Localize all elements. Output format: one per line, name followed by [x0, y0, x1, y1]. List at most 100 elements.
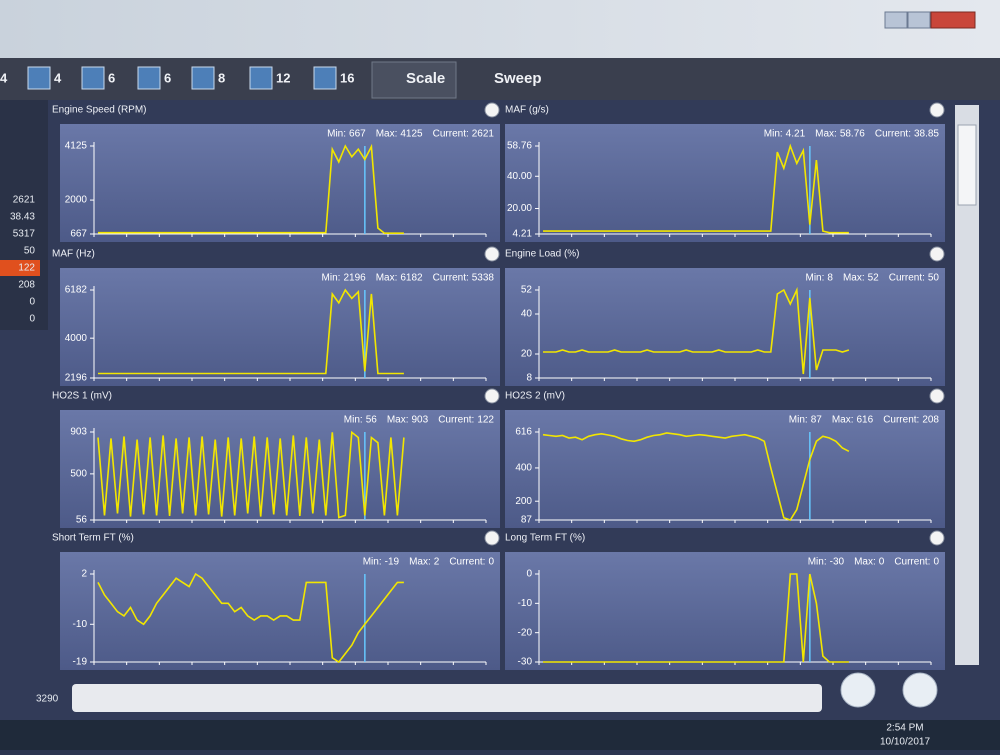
trace [543, 286, 850, 375]
stat-label: Current: [433, 273, 469, 284]
y-tick-label: 40.00 [507, 171, 532, 182]
y-tick-label: 2000 [65, 195, 88, 206]
y-tick-label: 4000 [65, 333, 88, 344]
y-tick-label: 20.00 [507, 203, 532, 214]
y-tick-label: 40 [521, 309, 533, 320]
stat-label: Max: [854, 557, 876, 568]
stat-label: Min: [344, 415, 363, 426]
toolbar-label: 8 [218, 70, 225, 85]
chart-title: MAF (g/s) [505, 105, 549, 116]
y-tick-label: 8 [526, 373, 532, 384]
trace [542, 432, 850, 521]
chart-title: Long Term FT (%) [505, 533, 585, 544]
stat-label: Min: [363, 557, 382, 568]
stat-label: Current: [433, 129, 469, 140]
chart-options[interactable] [929, 102, 945, 118]
scroll-thumb[interactable] [957, 124, 977, 206]
side-value: 38.43 [10, 212, 35, 223]
y-tick-label: 2 [81, 569, 87, 580]
y-tick-label: 4125 [65, 141, 88, 152]
minimize-button[interactable] [884, 11, 908, 29]
toolbar-label: Scale [406, 70, 445, 87]
stat-value: 0 [488, 557, 494, 568]
y-tick-label: -20 [518, 627, 533, 638]
stat-label: Min: [808, 557, 827, 568]
chart-options[interactable] [929, 530, 945, 546]
stat-value: -19 [385, 557, 400, 568]
y-tick-label: 400 [515, 463, 532, 474]
layout-icon[interactable] [191, 66, 215, 90]
trace [98, 143, 404, 234]
stat-value: 6182 [400, 273, 423, 284]
scroll-position: 3290 [36, 694, 59, 705]
side-value: 0 [29, 297, 35, 308]
y-tick-label: 500 [70, 469, 87, 480]
chart-options[interactable] [484, 246, 500, 262]
stat-label: Min: [327, 129, 346, 140]
toolbar [0, 58, 1000, 100]
trace [97, 430, 405, 519]
side-panel [0, 100, 48, 330]
chart-options[interactable] [929, 246, 945, 262]
taskbar [0, 720, 1000, 750]
chart-panel [60, 410, 500, 528]
side-value: 50 [24, 246, 36, 257]
chart-options[interactable] [484, 388, 500, 404]
chart-title: HO2S 2 (mV) [505, 391, 565, 402]
stat-label: Current: [449, 557, 485, 568]
clock-date: 10/10/2017 [880, 737, 930, 748]
stat-value: 50 [928, 273, 940, 284]
stat-value: 4125 [400, 129, 423, 140]
layout-icon[interactable] [81, 66, 105, 90]
stat-label: Max: [832, 415, 854, 426]
y-tick-label: 903 [70, 427, 87, 438]
chart-panel [60, 552, 500, 670]
toolbar-label: 6 [164, 70, 171, 85]
chart-options[interactable] [484, 530, 500, 546]
chart-panel [505, 552, 945, 670]
y-tick-label: -10 [73, 619, 88, 630]
layout-icon[interactable] [137, 66, 161, 90]
stat-value: 208 [922, 415, 939, 426]
maximize-button[interactable] [907, 11, 931, 29]
chart-panel [60, 124, 500, 242]
chart-options[interactable] [484, 102, 500, 118]
stat-value: 38.85 [914, 129, 939, 140]
content: 4 4 6 6 8 12 16 Scale Sweep262138.43531750122208… [0, 61, 945, 748]
side-value: 0 [29, 314, 35, 325]
stat-label: Min: [789, 415, 808, 426]
trace [543, 573, 849, 663]
close-button[interactable] [930, 11, 976, 29]
stat-value: 2621 [472, 129, 495, 140]
stat-label: Min: [764, 129, 783, 140]
stat-label: Current: [438, 415, 474, 426]
y-tick-label: 56 [76, 515, 88, 526]
stat-label: Max: [409, 557, 431, 568]
stat-label: Current: [883, 415, 919, 426]
layout-icon[interactable] [249, 66, 273, 90]
y-tick-label: 20 [521, 349, 533, 360]
stat-label: Current: [894, 557, 930, 568]
tool-button[interactable] [371, 61, 457, 99]
stat-label: Min: [322, 273, 341, 284]
layout-icon[interactable] [313, 66, 337, 90]
stat-label: Current: [875, 129, 911, 140]
zoom-out-button[interactable] [840, 672, 876, 708]
layout-icon[interactable] [27, 66, 51, 90]
chart-options[interactable] [929, 388, 945, 404]
clock-time: 2:54 PM [886, 723, 923, 734]
stat-value: 0 [933, 557, 939, 568]
chart-panel [505, 410, 945, 528]
stat-label: Min: [805, 273, 824, 284]
stat-value: 122 [477, 415, 494, 426]
chart-panel [505, 268, 945, 386]
stat-label: Max: [376, 273, 398, 284]
time-scroll[interactable] [72, 684, 822, 712]
chart-panel [505, 124, 945, 242]
y-tick-label: -30 [518, 657, 533, 668]
y-tick-label: -10 [518, 598, 533, 609]
stat-label: Current: [889, 273, 925, 284]
zoom-in-button[interactable] [902, 672, 938, 708]
